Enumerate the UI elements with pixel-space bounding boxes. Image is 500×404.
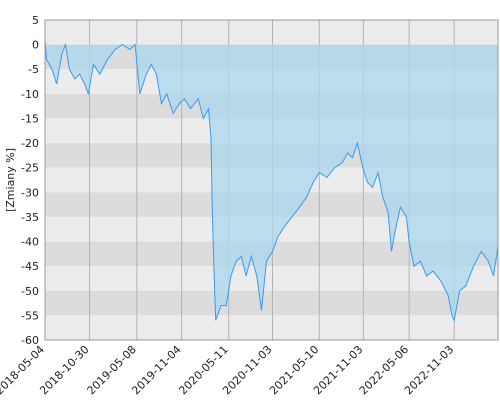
grid-band bbox=[45, 20, 498, 45]
grid-band bbox=[45, 315, 498, 340]
grid-band bbox=[45, 290, 498, 316]
plot-border bbox=[44, 19, 499, 341]
area bbox=[45, 39, 498, 321]
y-tick-label: -60 bbox=[21, 334, 39, 347]
y-tick-label: -25 bbox=[21, 162, 39, 175]
grid-band bbox=[45, 266, 498, 291]
y-axis-label: [Zmiany %] bbox=[4, 148, 17, 212]
y-tick-label: 0 bbox=[32, 39, 39, 52]
y-tick-label: -20 bbox=[21, 137, 39, 150]
y-tick-label: -55 bbox=[21, 309, 39, 322]
y-tick-label: -50 bbox=[21, 285, 39, 298]
y-tick-label: -35 bbox=[21, 211, 39, 224]
line bbox=[44, 39, 499, 322]
y-tick-label: -30 bbox=[21, 186, 39, 199]
y-tick-label: -45 bbox=[21, 260, 39, 273]
y-tick-label: 5 bbox=[32, 14, 39, 27]
y-tick-label: -15 bbox=[21, 112, 39, 125]
y-tick-label: -40 bbox=[21, 236, 39, 249]
y-tick-label: -5 bbox=[28, 63, 39, 76]
y-tick-label: -10 bbox=[21, 88, 39, 101]
